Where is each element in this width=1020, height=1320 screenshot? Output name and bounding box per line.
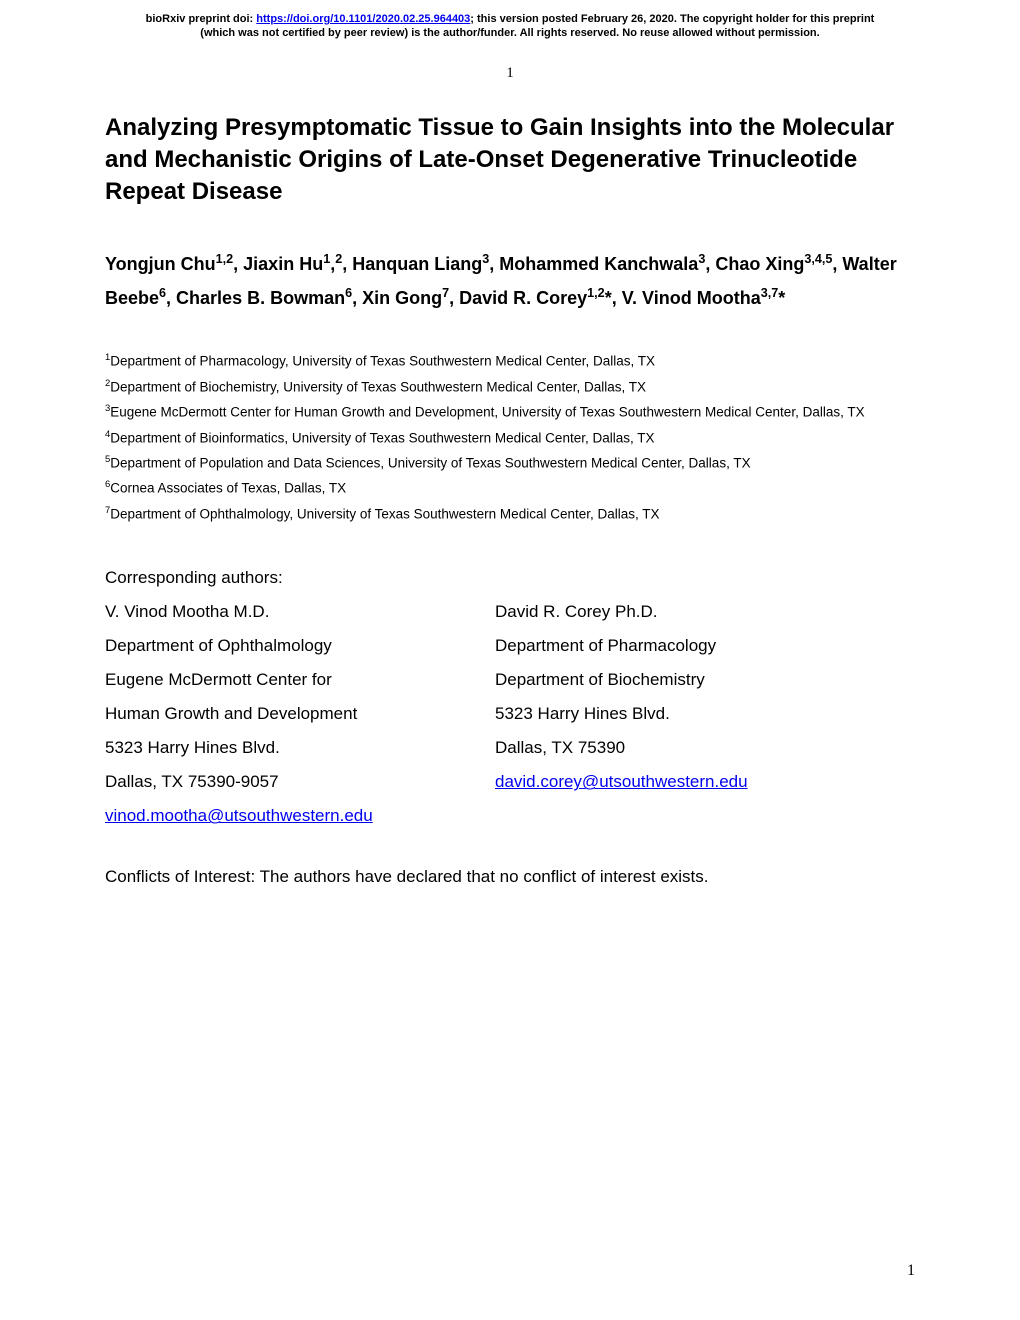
- corr1-l1: V. Vinod Mootha M.D.: [105, 595, 415, 629]
- author-10: , V. Vinod Mootha: [612, 288, 761, 308]
- corr2-email[interactable]: david.corey@utsouthwestern.edu: [495, 772, 748, 791]
- corr1-l5: 5323 Harry Hines Blvd.: [105, 731, 415, 765]
- author-10-sup: 3,7: [761, 286, 779, 300]
- content-area: Analyzing Presymptomatic Tissue to Gain …: [0, 112, 1020, 888]
- preprint-banner: bioRxiv preprint doi: https://doi.org/10…: [0, 0, 1020, 45]
- affil-2: 2Department of Biochemistry, University …: [105, 375, 915, 400]
- corr1-l3: Eugene McDermott Center for: [105, 663, 415, 697]
- corr1-email[interactable]: vinod.mootha@utsouthwestern.edu: [105, 806, 373, 825]
- corresponding-col-2: David R. Corey Ph.D. Department of Pharm…: [495, 595, 748, 833]
- author-6-sup: 6: [159, 286, 166, 300]
- corr1-l6: Dallas, TX 75390-9057: [105, 765, 415, 799]
- corr2-l1: David R. Corey Ph.D.: [495, 595, 748, 629]
- author-1: Yongjun Chu: [105, 254, 216, 274]
- affil-4: 4Department of Bioinformatics, Universit…: [105, 426, 915, 451]
- author-3: , Hanquan Liang: [342, 254, 482, 274]
- affil-6: 6Cornea Associates of Texas, Dallas, TX: [105, 476, 915, 501]
- author-5-sup: 3,4,5: [804, 252, 832, 266]
- author-4: , Mohammed Kanchwala: [489, 254, 698, 274]
- paper-title: Analyzing Presymptomatic Tissue to Gain …: [105, 112, 915, 209]
- affil-5: 5Department of Population and Data Scien…: [105, 451, 915, 476]
- author-8: , Xin Gong: [352, 288, 442, 308]
- author-5: , Chao Xing: [705, 254, 804, 274]
- author-2: , Jiaxin Hu: [233, 254, 323, 274]
- author-7: , Charles B. Bowman: [166, 288, 345, 308]
- author-list: Yongjun Chu1,2, Jiaxin Hu1,2, Hanquan Li…: [105, 247, 915, 315]
- corresponding-col-1: V. Vinod Mootha M.D. Department of Ophth…: [105, 595, 415, 833]
- affil-1: 1Department of Pharmacology, University …: [105, 349, 915, 374]
- corresponding-label: Corresponding authors:: [105, 561, 915, 595]
- preprint-line1-pre: bioRxiv preprint doi:: [146, 13, 257, 25]
- corr2-l4: 5323 Harry Hines Blvd.: [495, 697, 748, 731]
- doi-link[interactable]: https://doi.org/10.1101/2020.02.25.96440…: [256, 13, 470, 25]
- conflicts-statement: Conflicts of Interest: The authors have …: [105, 867, 915, 887]
- affiliation-list: 1Department of Pharmacology, University …: [105, 349, 915, 527]
- affil-7: 7Department of Ophthalmology, University…: [105, 502, 915, 527]
- affil-3: 3Eugene McDermott Center for Human Growt…: [105, 400, 915, 425]
- corr2-l3: Department of Biochemistry: [495, 663, 748, 697]
- preprint-line1-post: ; this version posted February 26, 2020.…: [470, 13, 874, 25]
- preprint-line2: (which was not certified by peer review)…: [200, 27, 819, 39]
- author-9: , David R. Corey: [449, 288, 587, 308]
- corresponding-authors: Corresponding authors: V. Vinod Mootha M…: [105, 561, 915, 833]
- corr2-l5: Dallas, TX 75390: [495, 731, 748, 765]
- author-1-sup: 1,2: [216, 252, 234, 266]
- corr2-l2: Department of Pharmacology: [495, 629, 748, 663]
- corr1-l2: Department of Ophthalmology: [105, 629, 415, 663]
- page-number-bottom: 1: [907, 1262, 915, 1280]
- corr1-l4: Human Growth and Development: [105, 697, 415, 731]
- page-number-top: 1: [0, 65, 1020, 82]
- author-9-sup: 1,2: [587, 286, 605, 300]
- author-10-star: *: [778, 288, 785, 308]
- author-9-star: *: [605, 288, 612, 308]
